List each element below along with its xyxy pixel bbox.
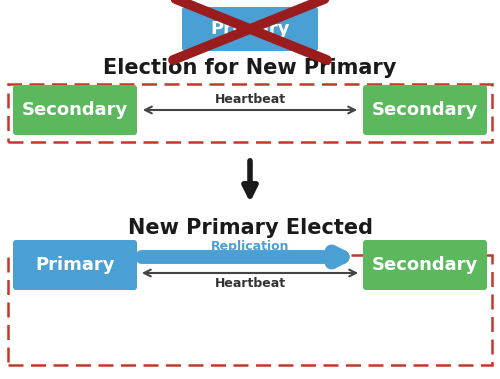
Text: Heartbeat: Heartbeat — [214, 277, 286, 290]
FancyBboxPatch shape — [182, 7, 318, 51]
FancyBboxPatch shape — [363, 85, 487, 135]
Text: Secondary: Secondary — [372, 256, 478, 274]
FancyBboxPatch shape — [363, 240, 487, 290]
Text: Heartbeat: Heartbeat — [214, 93, 286, 106]
Text: Election for New Primary: Election for New Primary — [104, 58, 397, 78]
Text: Secondary: Secondary — [372, 101, 478, 119]
Bar — [8, 84, 492, 142]
Text: Replication: Replication — [211, 240, 289, 253]
Bar — [8, 255, 492, 365]
FancyBboxPatch shape — [13, 240, 137, 290]
FancyBboxPatch shape — [13, 85, 137, 135]
Text: New Primary Elected: New Primary Elected — [128, 218, 372, 238]
Text: Primary: Primary — [35, 256, 115, 274]
Text: Secondary: Secondary — [22, 101, 128, 119]
Text: Primary: Primary — [210, 20, 290, 38]
